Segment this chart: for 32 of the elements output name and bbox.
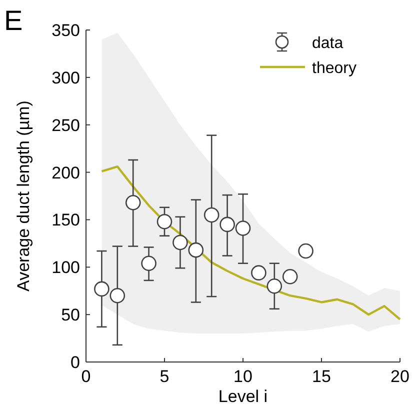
point [204, 207, 220, 223]
x-tick-label: 15 [312, 367, 331, 386]
point [282, 268, 298, 284]
point [125, 194, 141, 210]
y-tick-label: 100 [52, 258, 80, 278]
y-tick-label: 350 [52, 21, 80, 40]
point [298, 243, 314, 259]
y-tick-label: 0 [70, 353, 80, 372]
x-tick-label: 20 [390, 367, 410, 386]
x-tick-label: 5 [160, 367, 170, 386]
point [94, 281, 110, 297]
point [235, 220, 251, 236]
point [251, 265, 266, 280]
point [141, 256, 156, 271]
text: E [4, 5, 23, 36]
y-tick-label: 300 [52, 68, 80, 88]
point [156, 214, 172, 230]
point [172, 234, 188, 250]
point [110, 288, 126, 304]
x-tick-label: 10 [234, 367, 252, 386]
line-series [100, 165, 402, 320]
y-tick-label: 250 [52, 116, 80, 135]
y-axis-title: Average duct length (µm) [14, 100, 33, 292]
legend-label: data [312, 35, 344, 52]
y-tick-label: 50 [61, 306, 80, 325]
x-axis-title: Level i [218, 387, 268, 406]
point [188, 242, 204, 258]
point [266, 278, 282, 294]
point [220, 216, 235, 232]
legend-label: theory [312, 60, 356, 77]
y-tick-label: 200 [52, 163, 80, 182]
y-tick-label: 150 [52, 210, 80, 230]
